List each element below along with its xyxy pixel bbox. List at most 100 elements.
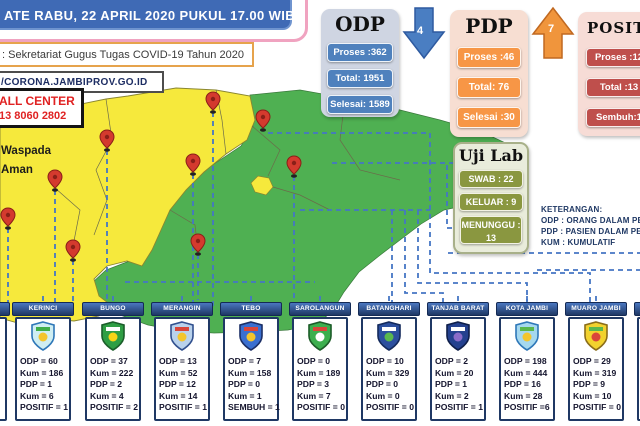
stat-line: Kum = 186 [20,367,64,378]
stat-line: POSITIF = 0 [297,402,345,413]
uji-lab-box: Uji Lab SWAB : 22 KELUAR : 9 MENUNGGU : … [453,142,529,254]
stat-line: POSITIF = 2 [90,402,138,413]
stat-line: ODP = 10 [366,356,404,366]
map-pin-icon [185,153,201,176]
legend-note-kum: KUM : KUMULATIF [541,238,616,247]
crest-batanghari-icon [377,321,401,351]
crest-muaro-jambi-icon [584,321,608,351]
odp-proses: Proses :362 [327,43,393,62]
uji-lab-keluar: KELUAR : 9 [459,193,523,211]
stat-line: PDP = 3 [297,379,330,390]
uji-lab-swab: SWAB : 22 [459,170,523,188]
crest-tebo-icon [239,321,263,351]
increase-arrow-icon: 7 [531,6,575,59]
district-card-batanghari: BATANGHARI ODP = 10 Kum = 329 PDP = 0 Ku… [358,302,420,421]
district-header: SAROLANGUN [289,302,351,316]
decrease-arrow-value: 4 [417,25,424,37]
map-pin-icon [65,239,81,262]
call-center-phone: 13 8060 2802 [0,110,67,122]
stat-line: ODP = 60 [20,356,58,366]
map-pins [0,91,302,262]
district-card-muaro-jambi: MUARO JAMBI ODP = 29 Kum = 319 PDP = 9 K… [565,302,627,421]
stat-line: POSITIF = 1 [20,402,68,413]
call-center-title: ALL CENTER [0,94,75,108]
stat-line: ODP = 0 [297,356,331,366]
pdp-selesai: Selesai :30 [457,107,521,128]
odp-total: Total: 1951 [327,69,393,88]
stat-line: Kum = 4 [90,390,124,401]
stat-line: Kum = 329 [366,367,410,378]
source-box: : Sekretariat Gugus Tugas COVID-19 Tahun… [0,42,254,67]
map-pin-icon [205,91,221,114]
map-zone-warning [0,87,256,324]
stat-line: SEMBUH = 1 [228,402,280,413]
district-card-sarolangun: SAROLANGUN ODP = 0 Kum = 189 PDP = 3 Kum… [289,302,351,421]
stat-line: POSITIF =6 [504,402,550,413]
legend-notes: KETERANGAN: ODP : ORANG DALAM PE PDP : P… [541,204,640,248]
stat-line: ODP = 7 [228,356,262,366]
uji-lab-menunggu: MENUNGGU : 13 [460,216,522,244]
call-center-box: ALL CENTER 13 8060 2802 [0,88,84,128]
district-header: KERINCI [12,302,74,316]
stat-line: POSITIF = 0 [573,402,621,413]
stat-line: Kum = 0 [366,390,400,401]
legend-note-pdp: PDP : PASIEN DALAM PE [541,227,640,236]
crest-tanjab-barat-icon [446,321,470,351]
increase-arrow-value: 7 [548,23,554,35]
uji-lab-title: Uji Lab [458,146,524,165]
decrease-arrow-icon: 4 [402,7,446,60]
district-card-kerinci: KERINCI ODP = 60 Kum = 186 PDP = 1 Kum =… [12,302,74,421]
legend-warning-label: Waspada [1,145,52,157]
stat-line: Kum = 1 [228,390,262,401]
stat-line: Kum = 2 [435,390,469,401]
update-banner: ATE RABU, 22 APRIL 2020 PUKUL 17.00 WIB [0,0,295,30]
map-pin-icon [47,169,63,192]
positif-proses: Proses :12 [586,48,640,67]
map-pin-icon [286,155,302,178]
positif-title: POSITIF [587,19,640,37]
stat-line: PDP = 2 [90,379,123,390]
stat-line: Kum = 20 [435,367,474,378]
map-pin-icon [0,207,16,230]
district-card-bungo: BUNGO ODP = 37 Kum = 222 PDP = 2 Kum = 4… [82,302,144,421]
pdp-summary-box: PDP Proses :46 Total: 76 Selesai :30 [450,10,528,137]
odp-title: ODP [335,12,385,36]
stat-line: PDP = 16 [504,379,541,390]
stat-line: PDP = 1 [435,379,468,390]
stat-line: Kum = 52 [159,367,198,378]
crest-bungo-icon [101,321,125,351]
crest-kota-jambi-icon [515,321,539,351]
district-header: TEBO [220,302,282,316]
district-header: BATANGHARI [358,302,420,316]
stat-line: ODP = 29 [573,356,611,366]
district-header: MUARO JAMBI [565,302,627,316]
odp-summary-box: ODP Proses :362 Total: 1951 Selesai: 158… [321,9,399,117]
stat-line: ODP = 13 [159,356,197,366]
stat-line: POSITIF = 1 [435,402,483,413]
stat-line: PDP = 0 [228,379,261,390]
pdp-proses: Proses :46 [457,47,521,68]
district-card-tanjab-barat: TANJAB BARAT ODP = 2 Kum = 20 PDP = 1 Ku… [427,302,489,421]
district-header: MERANGIN [151,302,213,316]
stat-line: PDP = 12 [159,379,196,390]
stat-line: ODP = 2 [435,356,469,366]
legend-note-odp: ODP : ORANG DALAM PE [541,216,640,225]
stat-line: Kum = 7 [297,390,331,401]
map-pin-icon [190,233,206,256]
crest-kerinci-icon [31,321,55,351]
stat-line: Kum = 189 [297,367,341,378]
stat-line: Kum = 222 [90,367,134,378]
positif-summary-box: POSITIF Proses :12 Total :13 Sembuh:1 [578,12,640,136]
stat-line: Kum = 28 [504,390,543,401]
stat-line: Kum = 14 [159,390,198,401]
crest-merangin-icon [170,321,194,351]
positif-total: Total :13 [586,78,640,97]
stat-line: PDP = 0 [366,379,399,390]
stat-line: PDP = 1 [20,379,53,390]
map-pin-icon [99,129,115,152]
legend-notes-heading: KETERANGAN: [541,205,603,214]
map-zone-warning-enclave [250,175,274,196]
stat-line: Kum = 319 [573,367,617,378]
